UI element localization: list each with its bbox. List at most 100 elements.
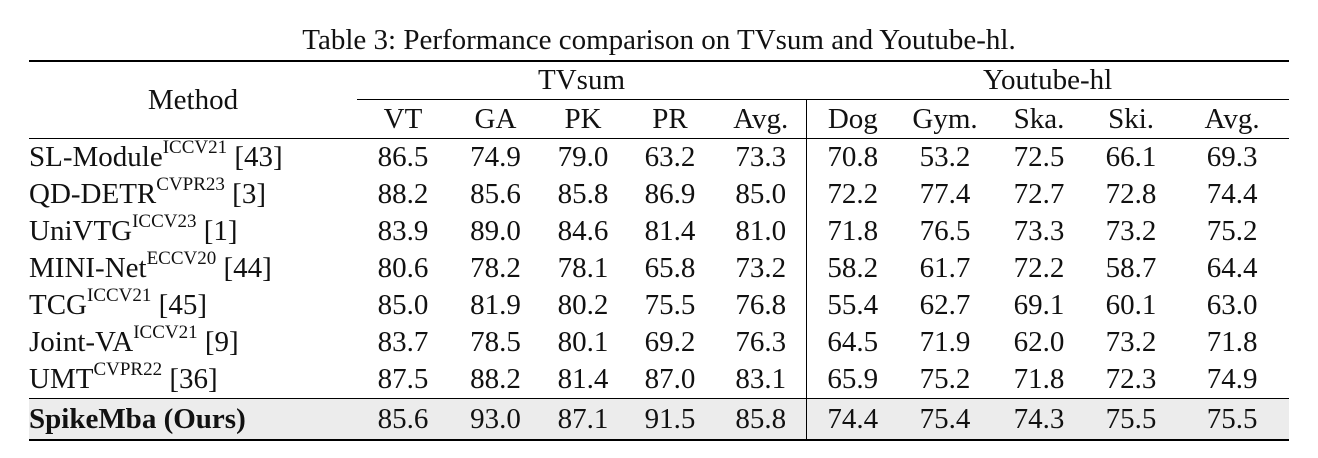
value-cell: 62.7 xyxy=(919,289,971,321)
method-venue: ICCV21 xyxy=(162,137,228,159)
col-header-vt: VT xyxy=(383,102,423,135)
value-cell: 75.5 xyxy=(644,289,696,321)
value-cell: 77.4 xyxy=(919,178,971,210)
method-cell: TCGICCV21 [45] xyxy=(29,285,357,324)
table-caption: Table 3: Performance comparison on TVsum… xyxy=(302,24,1016,56)
col-header-dog: Dog xyxy=(805,99,900,139)
value-cell: 86.5 xyxy=(357,138,449,176)
value-cell: 72.5 xyxy=(991,138,1088,176)
tvsum-group-header: TVsum xyxy=(357,61,807,100)
col-header-tvsum-avg: Avg. xyxy=(733,102,789,135)
col-header-ski: Ski. xyxy=(1108,102,1155,135)
table-row: SL-ModuleICCV21 [43] 86.5 74.9 79.0 63.2 73.3… xyxy=(29,137,1290,176)
value-cell: 83.7 xyxy=(377,326,429,358)
method-venue: ICCV21 xyxy=(133,322,198,344)
value-cell: 75.5 xyxy=(1175,398,1290,440)
value-cell: 61.7 xyxy=(919,252,971,284)
value-cell: 76.8 xyxy=(735,289,787,321)
method-name: UMT xyxy=(29,363,94,395)
value-cell: 74.4 xyxy=(805,398,900,440)
header-group-row: Method TVsum Youtube-hl xyxy=(29,61,1290,116)
value-cell: 63.0 xyxy=(1206,289,1258,321)
value-cell: 74.4 xyxy=(1206,178,1258,210)
method-venue: ICCV21 xyxy=(87,285,152,307)
value-cell: 84.6 xyxy=(557,215,609,247)
col-header-youtube-avg: Avg. xyxy=(1204,102,1260,135)
table-row: TCGICCV21 [45] 85.0 81.9 80.2 75.5 76.8 55.4 62… xyxy=(29,285,1289,324)
value-cell: 62.0 xyxy=(1013,326,1065,358)
method-name: SpikeMba (Ours) xyxy=(29,402,246,435)
value-cell: 76.3 xyxy=(735,326,787,358)
method-name: UniVTG xyxy=(29,215,133,247)
value-cell: 64.4 xyxy=(1206,252,1258,284)
value-cell: 81.4 xyxy=(644,215,696,247)
method-name: TCG xyxy=(29,289,87,321)
value-cell: 83.1 xyxy=(735,363,787,395)
method-reference: [36] xyxy=(169,363,218,395)
method-reference: [9] xyxy=(204,326,239,358)
method-reference: [3] xyxy=(232,178,266,210)
value-cell: 72.7 xyxy=(1013,178,1065,210)
value-cell: 74.3 xyxy=(991,398,1088,440)
value-cell: 69.1 xyxy=(1013,289,1065,321)
value-cell: 72.2 xyxy=(1013,252,1065,284)
value-cell: 88.2 xyxy=(470,363,521,395)
value-cell: 78.5 xyxy=(470,326,521,358)
value-cell: 75.4 xyxy=(899,398,992,440)
value-cell: 71.8 xyxy=(1013,363,1065,395)
value-cell: 85.0 xyxy=(377,289,429,321)
table-row: MINI-NetECCV20 [44] 80.6 78.2 78.1 65.8 73.2 5… xyxy=(29,248,1289,287)
value-cell: 83.9 xyxy=(377,215,429,247)
method-reference: [44] xyxy=(223,252,272,284)
table-row: QD-DETRCVPR23 [3] 88.2 85.6 85.8 86.9 85.0 72.… xyxy=(29,174,1289,213)
value-cell: 72.8 xyxy=(1105,178,1157,210)
value-cell: 70.8 xyxy=(805,138,900,176)
value-cell: 53.2 xyxy=(899,138,992,176)
value-cell: 81.9 xyxy=(470,289,521,321)
table-row: Joint-VAICCV21 [9] 83.7 78.5 80.1 69.2 76.3 64… xyxy=(29,322,1289,361)
value-cell: 71.9 xyxy=(919,326,971,358)
value-cell: 75.5 xyxy=(1087,398,1176,440)
youtube-group-header: Youtube-hl xyxy=(806,61,1290,100)
results-table: Method TVsum Youtube-hl VT GA PK PR Avg.… xyxy=(29,60,1290,441)
value-cell: 85.6 xyxy=(470,178,521,210)
method-reference: [45] xyxy=(158,289,207,321)
value-cell: 71.8 xyxy=(1206,326,1258,358)
method-venue: CVPR23 xyxy=(156,174,225,196)
value-cell: 74.9 xyxy=(449,138,542,176)
value-cell: 89.0 xyxy=(470,215,521,247)
method-venue: CVPR22 xyxy=(93,359,163,381)
method-name: Joint-VA xyxy=(29,326,134,358)
method-cell: Joint-VAICCV21 [9] xyxy=(29,322,357,361)
value-cell: 60.1 xyxy=(1105,289,1157,321)
value-cell: 63.2 xyxy=(624,138,716,176)
table-row: UMTCVPR22 [36] 87.5 88.2 81.4 87.0 83.1 65.9 75… xyxy=(29,359,1289,399)
value-cell: 85.8 xyxy=(716,398,807,440)
value-cell: 65.9 xyxy=(805,361,900,399)
method-venue: ICCV23 xyxy=(132,211,197,233)
value-cell: 75.2 xyxy=(919,363,971,395)
value-cell: 71.8 xyxy=(805,213,900,250)
table-row: UniVTGICCV23 [1] 83.9 89.0 84.6 81.4 81.0 71.8… xyxy=(29,211,1289,250)
value-cell: 79.0 xyxy=(542,138,624,176)
value-cell: 65.8 xyxy=(644,252,696,284)
method-venue: ECCV20 xyxy=(146,248,217,270)
value-cell: 85.6 xyxy=(357,398,449,440)
value-cell: 73.2 xyxy=(735,252,787,284)
table-body: SL-ModuleICCV21 [43] 86.5 74.9 79.0 63.2 73.3… xyxy=(29,137,1290,440)
value-cell: 55.4 xyxy=(805,287,900,324)
value-cell: 81.0 xyxy=(735,215,787,247)
col-header-pr: PR xyxy=(652,102,688,135)
col-header-gym: Gym. xyxy=(912,102,978,135)
value-cell: 69.3 xyxy=(1175,138,1290,176)
value-cell: 78.2 xyxy=(470,252,521,284)
col-header-ga: GA xyxy=(474,102,517,135)
header-column-row: VT GA PK PR Avg. Dog Gym. Ska. Ski. Avg. xyxy=(29,99,1289,139)
value-cell: 75.2 xyxy=(1206,215,1258,247)
value-cell: 87.5 xyxy=(377,363,429,395)
value-cell: 72.2 xyxy=(805,176,900,213)
value-cell: 93.0 xyxy=(449,398,542,440)
method-name: MINI-Net xyxy=(29,252,147,284)
value-cell: 87.1 xyxy=(542,398,624,440)
method-reference: [1] xyxy=(203,215,238,247)
